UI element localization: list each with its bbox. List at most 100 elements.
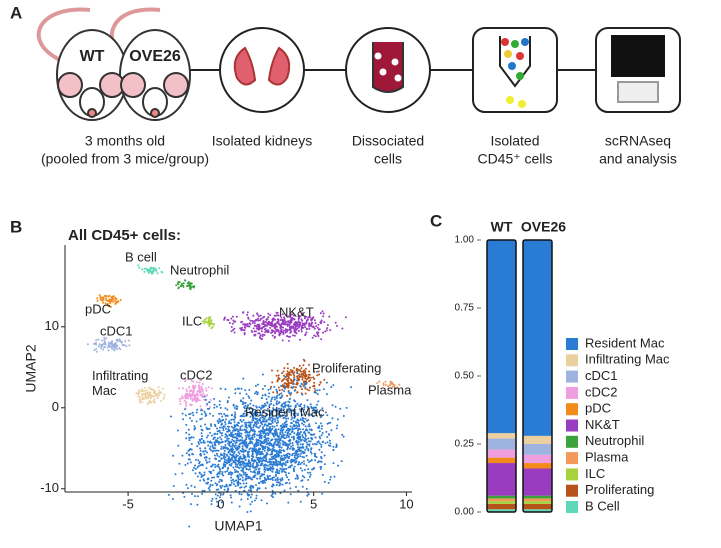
point [194, 468, 197, 470]
point [283, 489, 286, 492]
point [255, 330, 257, 333]
point [244, 324, 247, 327]
point [237, 430, 239, 433]
point [149, 401, 152, 404]
point [265, 440, 267, 443]
point [298, 316, 301, 318]
point [273, 385, 276, 388]
point [291, 436, 293, 439]
point [254, 474, 257, 477]
point [272, 463, 275, 466]
point [270, 439, 272, 442]
point [291, 460, 294, 463]
point [224, 436, 227, 439]
point [260, 338, 263, 340]
point [329, 329, 332, 332]
point [191, 411, 194, 414]
point [227, 473, 230, 476]
point [211, 497, 214, 500]
point [287, 478, 290, 481]
point [296, 377, 299, 380]
point [255, 418, 258, 420]
point [272, 467, 275, 470]
point [259, 475, 262, 478]
point [296, 391, 299, 394]
point [137, 395, 140, 398]
point [251, 413, 254, 416]
point [281, 465, 284, 468]
point [277, 455, 280, 458]
point [241, 460, 243, 463]
point [263, 449, 266, 452]
point [298, 364, 301, 367]
point [141, 388, 144, 391]
point [307, 471, 309, 474]
point [203, 489, 206, 492]
point [275, 388, 278, 391]
point [245, 482, 248, 485]
point [232, 478, 234, 481]
point [141, 392, 144, 395]
point [230, 432, 233, 435]
point [302, 364, 305, 367]
point [241, 476, 244, 479]
point [216, 473, 219, 476]
bar-segment [523, 435, 552, 444]
point [289, 315, 292, 318]
point [309, 376, 312, 379]
point [308, 380, 311, 383]
point [174, 473, 177, 476]
point [320, 445, 323, 448]
point [209, 316, 212, 319]
point [286, 459, 289, 462]
point [261, 335, 264, 338]
point [314, 406, 317, 409]
point [196, 495, 199, 498]
point [267, 388, 270, 391]
bar-segment [523, 454, 552, 464]
point [265, 329, 268, 332]
point [223, 452, 226, 455]
point [103, 340, 106, 343]
point [225, 459, 228, 462]
point [261, 448, 264, 451]
point [199, 425, 202, 428]
point [147, 401, 150, 404]
point [271, 320, 274, 323]
y-axis-label: UMAP2 [23, 344, 39, 392]
point [306, 399, 309, 402]
point [236, 463, 239, 466]
point [272, 407, 275, 410]
point [322, 388, 325, 391]
point [325, 430, 328, 433]
point [305, 382, 308, 385]
point [255, 448, 258, 451]
point [148, 393, 151, 396]
point [246, 313, 249, 316]
point [310, 447, 313, 450]
point [318, 430, 321, 433]
point [318, 442, 321, 445]
point [206, 321, 209, 324]
point [258, 467, 261, 470]
point [249, 486, 252, 489]
point [297, 453, 300, 456]
point [208, 325, 211, 328]
point [242, 466, 245, 469]
point [252, 417, 255, 420]
point [285, 481, 288, 484]
point [396, 386, 399, 389]
point [185, 393, 187, 396]
point [155, 393, 158, 396]
point [219, 470, 222, 473]
point [259, 419, 261, 422]
point [296, 323, 299, 326]
point [282, 370, 285, 373]
point [182, 418, 185, 421]
point [319, 381, 322, 384]
point [195, 381, 198, 384]
point [242, 464, 245, 467]
point [315, 370, 318, 373]
point [272, 330, 275, 332]
point [246, 405, 249, 408]
